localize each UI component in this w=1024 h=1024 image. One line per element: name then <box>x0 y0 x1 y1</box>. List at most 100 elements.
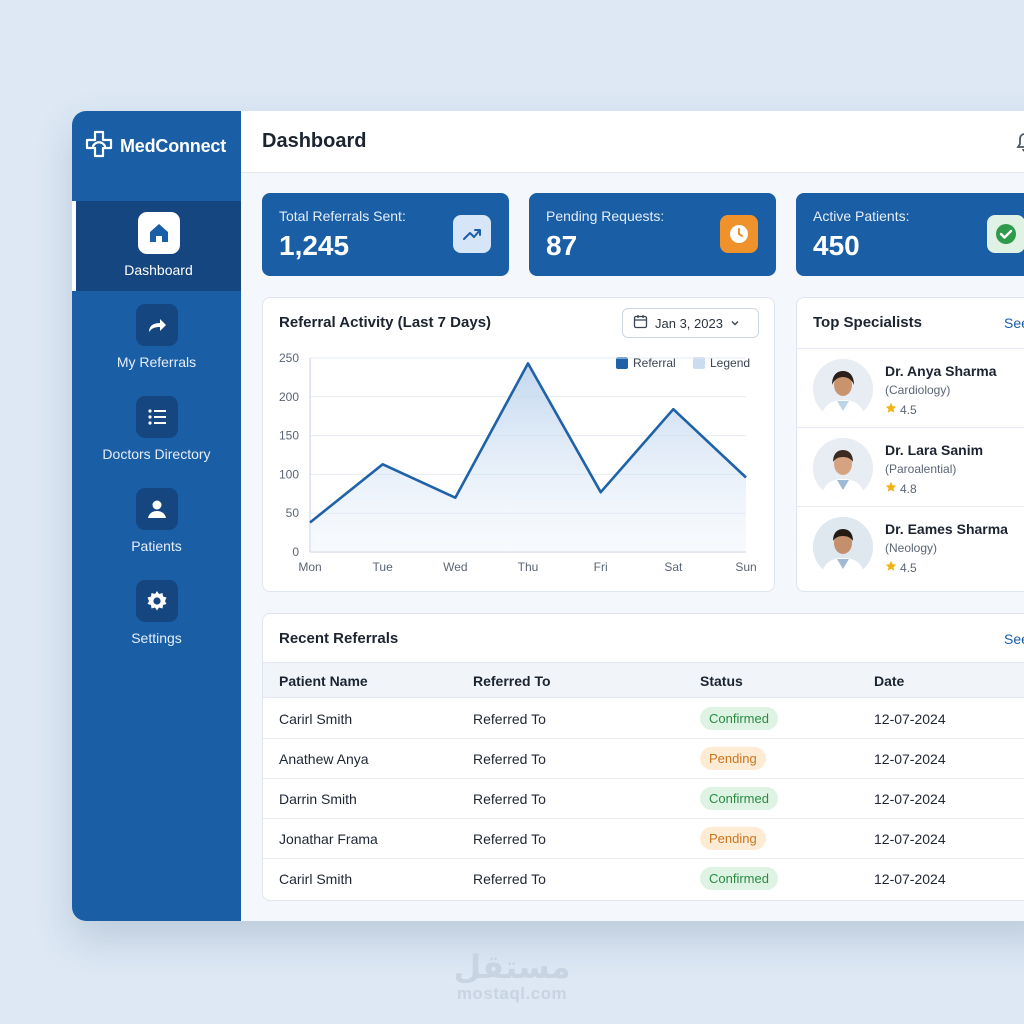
stat-label: Pending Requests: <box>546 208 665 224</box>
top-specialists-card: Top Specialists See Dr. Anya Sharma (Car… <box>796 297 1024 592</box>
status-badge: Pending <box>700 827 766 850</box>
watermark-latin: mostaql.com <box>456 984 568 1003</box>
top-bar: Dashboard <box>241 111 1024 173</box>
specialist-field: (Neology) <box>885 541 938 555</box>
cell-referred-to: Referred To <box>473 791 546 807</box>
y-tick-label: 50 <box>286 506 300 520</box>
stat-value: 1,245 <box>279 230 350 261</box>
cell-patient: Darrin Smith <box>279 791 357 807</box>
star-icon <box>885 481 897 496</box>
brand-name: MedConnect <box>120 135 227 156</box>
brand[interactable]: MedConnect <box>84 129 227 164</box>
legend-swatch <box>693 357 705 369</box>
specialist-field: (Paroalential) <box>885 462 957 476</box>
calendar-icon <box>633 314 648 332</box>
sidebar-item-doctors-directory[interactable]: Doctors Directory <box>72 385 241 475</box>
x-tick-label: Sun <box>735 560 756 574</box>
share-arrow-icon <box>135 304 178 346</box>
user-icon <box>135 488 178 530</box>
sidebar-item-my-referrals[interactable]: My Referrals <box>72 293 241 383</box>
cell-referred-to: Referred To <box>473 711 546 727</box>
medconnect-logo-icon <box>84 129 114 164</box>
avatar <box>813 517 873 577</box>
chart-title: Referral Activity (Last 7 Days) <box>279 314 492 331</box>
star-icon <box>885 560 897 575</box>
sidebar-item-label: Dashboard <box>124 262 193 278</box>
x-tick-label: Sat <box>664 560 683 574</box>
cell-referred-to: Referred To <box>473 831 546 847</box>
status-badge: Confirmed <box>700 867 778 890</box>
table-row[interactable]: Carirl Smith Referred To Confirmed 12-07… <box>263 699 1024 739</box>
y-tick-label: 200 <box>279 390 299 404</box>
x-tick-label: Tue <box>373 560 394 574</box>
date-filter-value: Jan 3, 2023 <box>655 315 723 331</box>
trend-up-icon <box>453 215 491 253</box>
table-header: Patient Name Referred To Status Date <box>263 662 1024 698</box>
status-badge: Confirmed <box>700 787 778 810</box>
app-window: MedConnect Dashboard My Referrals Doctor <box>72 111 1024 921</box>
avatar <box>813 359 873 419</box>
x-tick-label: Mon <box>298 560 321 574</box>
check-icon <box>987 215 1024 253</box>
column-header-patient[interactable]: Patient Name <box>279 673 368 689</box>
legend-swatch <box>616 357 628 369</box>
recent-referrals-title: Recent Referrals <box>279 630 399 647</box>
specialist-item[interactable]: Dr. Eames Sharma (Neology) 4.5 <box>797 506 1024 585</box>
stat-label: Active Patients: <box>813 208 910 224</box>
y-tick-label: 0 <box>292 545 299 559</box>
stat-value: 87 <box>546 230 578 261</box>
specialist-name: Dr. Eames Sharma <box>885 521 1008 537</box>
stat-value: 450 <box>813 230 860 261</box>
specialist-field: (Cardiology) <box>885 383 951 397</box>
gear-icon <box>135 580 178 622</box>
legend-item-legend: Legend <box>693 356 750 370</box>
home-icon <box>137 212 180 254</box>
sidebar-item-label: Patients <box>131 538 182 554</box>
specialists-title: Top Specialists <box>813 314 922 331</box>
list-icon <box>135 396 178 438</box>
legend-label: Legend <box>710 356 751 370</box>
x-tick-label: Fri <box>594 560 608 574</box>
legend-label: Referral <box>633 356 676 370</box>
column-header-date[interactable]: Date <box>874 673 905 689</box>
rating-value: 4.5 <box>900 560 917 575</box>
recent-see-all-link[interactable]: See <box>1004 631 1024 647</box>
sidebar-item-settings[interactable]: Settings <box>72 569 241 659</box>
column-header-referred-to[interactable]: Referred To <box>473 673 551 689</box>
stat-pending-requests: Pending Requests: 87 <box>529 193 776 276</box>
clock-icon <box>720 215 758 253</box>
cell-date: 12-07-2024 <box>874 751 946 767</box>
status-badge: Pending <box>700 747 766 770</box>
series-area-referral <box>310 363 746 552</box>
sidebar-item-label: My Referrals <box>116 354 197 370</box>
y-tick-label: 250 <box>279 351 299 365</box>
column-header-status[interactable]: Status <box>700 673 743 689</box>
table-row[interactable]: Carirl Smith Referred To Confirmed 12-07… <box>263 859 1024 899</box>
sidebar: MedConnect Dashboard My Referrals Doctor <box>72 111 241 921</box>
specialist-name: Dr. Anya Sharma <box>885 363 997 379</box>
status-badge: Confirmed <box>700 707 778 730</box>
cell-referred-to: Referred To <box>473 751 546 767</box>
specialist-name: Dr. Lara Sanim <box>885 442 984 458</box>
specialist-item[interactable]: Dr. Anya Sharma (Cardiology) 4.5 <box>797 348 1024 427</box>
star-icon <box>885 402 897 417</box>
watermark-arabic: مستقل <box>453 949 571 985</box>
table-row[interactable]: Jonathar Frama Referred To Pending 12-07… <box>263 819 1024 859</box>
sidebar-item-dashboard[interactable]: Dashboard <box>72 201 241 291</box>
cell-referred-to: Referred To <box>473 871 546 887</box>
specialist-rating: 4.5 <box>885 560 917 575</box>
sidebar-item-patients[interactable]: Patients <box>72 477 241 567</box>
cell-date: 12-07-2024 <box>874 711 946 727</box>
x-tick-label: Wed <box>443 560 467 574</box>
sidebar-item-label: Doctors Directory <box>102 446 211 462</box>
specialist-item[interactable]: Dr. Lara Sanim (Paroalential) 4.8 <box>797 427 1024 506</box>
stat-label: Total Referrals Sent: <box>279 208 406 224</box>
table-row[interactable]: Anathew Anya Referred To Pending 12-07-2… <box>263 739 1024 779</box>
cell-patient: Carirl Smith <box>279 871 353 887</box>
main-content: Dashboard Total Referrals Sent: 1,245 Pe… <box>241 111 1024 921</box>
table-row[interactable]: Darrin Smith Referred To Confirmed 12-07… <box>263 779 1024 819</box>
date-filter-dropdown[interactable]: Jan 3, 2023 <box>622 308 759 338</box>
specialists-see-all-link[interactable]: See <box>1004 315 1024 331</box>
rating-value: 4.8 <box>900 481 917 496</box>
bell-icon[interactable] <box>1014 131 1024 158</box>
